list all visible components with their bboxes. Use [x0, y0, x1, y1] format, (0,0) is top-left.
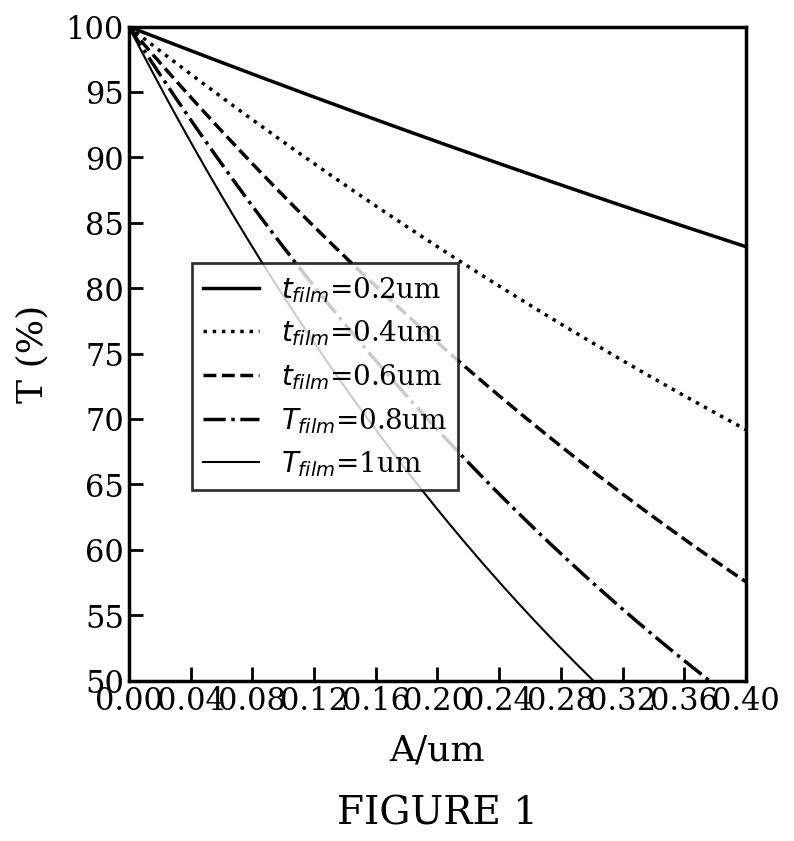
Y-axis label: T (%): T (%) [15, 304, 49, 403]
Text: FIGURE 1: FIGURE 1 [337, 796, 537, 833]
Legend: $t_{film}$=0.2um, $t_{film}$=0.4um, $t_{film}$=0.6um, $T_{film}$=0.8um, $T_{film: $t_{film}$=0.2um, $t_{film}$=0.4um, $t_{… [192, 263, 457, 490]
X-axis label: A/um: A/um [389, 733, 484, 767]
